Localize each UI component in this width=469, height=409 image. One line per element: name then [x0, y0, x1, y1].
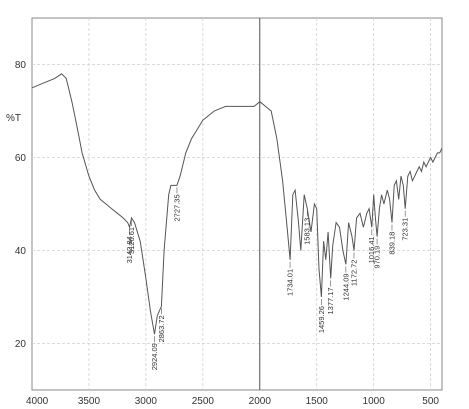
peak-label: 3126.61: [127, 227, 136, 254]
x-tick-label: 3000: [135, 396, 158, 407]
y-tick-label: 80: [15, 60, 27, 71]
grid: [32, 18, 442, 390]
peak-label: 2727.35: [172, 194, 181, 221]
y-tick-label: 20: [15, 339, 27, 350]
peak-label: 1172.72: [350, 260, 359, 287]
peak-label: 1016.41: [367, 236, 376, 263]
x-tick-label: 2000: [249, 396, 272, 407]
peak-label: 3142.84: [125, 236, 134, 263]
x-tick-label: 2500: [192, 396, 215, 407]
peak-label: 1583.13: [303, 218, 312, 245]
y-tick-label: 40: [15, 246, 27, 257]
peak-label: 1377.17: [326, 287, 335, 314]
y-axis-label: %T: [6, 113, 21, 124]
peak-label: 723.31: [401, 218, 410, 241]
x-tick-label: 500: [422, 396, 439, 407]
x-axis-ticks: 4000 3500 3000 2500 2000 1500 1000 500: [26, 396, 439, 407]
peak-label: 2863.72: [157, 315, 166, 342]
peak-label: 970.19: [373, 246, 382, 269]
x-tick-label: 3500: [78, 396, 101, 407]
peak-label: 1459.26: [317, 306, 326, 333]
transmittance-series-line: [31, 73, 443, 335]
x-tick-label: 4000: [26, 396, 49, 407]
y-axis-ticks: 80 60 40 20: [15, 60, 27, 350]
peak-label: 1734.01: [286, 269, 295, 296]
y-tick-label: 60: [15, 153, 27, 164]
peak-label: 2924.09: [150, 343, 159, 370]
x-tick-label: 1500: [306, 396, 329, 407]
x-tick-label: 1000: [363, 396, 386, 407]
peak-label: 1244.09: [341, 273, 350, 300]
peak-label: 839.18: [388, 232, 397, 255]
